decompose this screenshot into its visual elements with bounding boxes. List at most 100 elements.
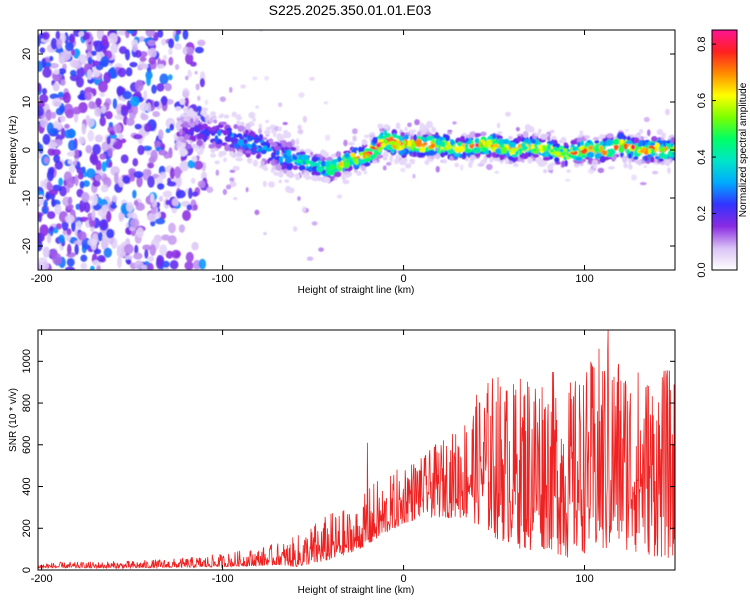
heatmap-cell	[469, 154, 477, 161]
heatmap-cell	[66, 257, 75, 267]
heatmap-cell	[233, 196, 238, 201]
heatmap-cell	[665, 108, 670, 116]
heatmap-cell	[278, 171, 284, 178]
heatmap-cell	[542, 156, 550, 161]
heatmap-cell	[194, 118, 199, 126]
heatmap-cell	[594, 152, 601, 160]
heatmap-cell	[133, 252, 143, 260]
heatmap-cell	[280, 139, 287, 144]
heatmap-cell	[130, 96, 140, 107]
heatmap-cell	[584, 142, 590, 147]
colorbar-tick-label: 0.4	[696, 149, 708, 164]
heatmap-cell	[96, 265, 101, 270]
heatmap-cell	[64, 214, 75, 224]
heatmap-cell	[301, 205, 307, 213]
heatmap-cell	[93, 203, 102, 211]
heatmap-cell	[81, 191, 90, 203]
heatmap-cell	[136, 227, 144, 238]
heatmap-cell	[174, 63, 180, 71]
heatmap-cell	[94, 107, 102, 117]
heatmap-cell	[577, 141, 581, 148]
heatmap-cell	[506, 152, 511, 158]
heatmap-cell	[51, 148, 61, 156]
heatmap-cell	[544, 150, 549, 158]
heatmap-cell	[350, 152, 356, 158]
heatmap-cell	[584, 135, 590, 140]
heatmap-cell	[395, 154, 401, 160]
snr-x-axis-label: Height of straight line (km)	[298, 585, 415, 596]
heatmap-cell	[364, 161, 371, 167]
heatmap-cell	[204, 99, 209, 105]
heatmap-cell	[255, 105, 260, 109]
heatmap-cell	[304, 148, 312, 154]
heatmap-cell	[43, 156, 50, 164]
heatmap-cell	[337, 156, 342, 163]
heatmap-cell	[464, 144, 469, 149]
heatmap-cell	[102, 176, 109, 183]
heatmap-cell	[599, 145, 604, 153]
heatmap-cell	[57, 91, 64, 98]
heatmap-cell	[412, 142, 416, 147]
heatmap-cell	[77, 172, 84, 180]
y-tick-label: 400	[21, 477, 33, 495]
y-tick-label: 0	[21, 147, 33, 153]
heatmap-cell	[133, 171, 144, 179]
heatmap-cell	[424, 160, 429, 165]
heatmap-cell	[82, 180, 90, 187]
heatmap-cell	[106, 135, 111, 145]
heatmap-cell	[157, 30, 164, 38]
heatmap-cell	[191, 241, 199, 251]
heatmap-cell	[385, 144, 392, 150]
heatmap-cell	[151, 207, 157, 215]
heatmap-cell	[86, 44, 93, 53]
x-tick-label: -200	[31, 573, 53, 585]
heatmap-cell	[273, 171, 280, 176]
heatmap-cell	[263, 231, 267, 236]
heatmap-cell	[243, 133, 248, 138]
heatmap-cell	[281, 164, 287, 170]
heatmap-cell	[503, 143, 510, 149]
heatmap-cell	[125, 67, 133, 77]
heatmap-cell	[302, 115, 308, 123]
heatmap-cell	[229, 151, 235, 157]
heatmap-cell	[133, 134, 143, 140]
heatmap-cell	[534, 132, 541, 137]
heatmap-cell	[50, 142, 58, 148]
y-tick-label: 10	[21, 96, 33, 108]
heatmap-cell	[588, 145, 593, 150]
heatmap-cell	[285, 141, 293, 148]
heatmap-cell	[41, 31, 50, 40]
heatmap-cell	[244, 129, 249, 135]
heatmap-cell	[331, 159, 339, 163]
heatmap-cell	[624, 128, 629, 132]
heatmap-cell	[652, 170, 659, 175]
heatmap-cell	[574, 163, 579, 167]
heatmap-cell	[78, 30, 85, 37]
heatmap-cell	[252, 117, 256, 122]
heatmap-cell	[491, 151, 497, 158]
heatmap-cell	[512, 163, 519, 168]
heatmap-cell	[323, 176, 331, 183]
heatmap-cell	[182, 30, 189, 40]
heatmap-cell	[187, 160, 196, 169]
heatmap-cell	[413, 134, 418, 142]
heatmap-cell	[148, 47, 157, 58]
heatmap-cell	[129, 61, 138, 68]
heatmap-cell	[536, 157, 542, 165]
heatmap-cell	[640, 136, 644, 141]
heatmap-cell	[388, 140, 396, 146]
heatmap-cell	[160, 143, 166, 150]
heatmap-x-ticks: -200 -100 0 100	[31, 30, 594, 285]
heatmap-cell	[72, 160, 77, 166]
heatmap-cell	[647, 148, 652, 155]
heatmap-cell	[191, 110, 195, 117]
heatmap-cell	[165, 128, 171, 134]
heatmap-cell	[160, 95, 168, 106]
heatmap-cell	[446, 131, 452, 136]
heatmap-cell	[117, 67, 127, 78]
heatmap-cell	[232, 165, 240, 171]
heatmap-cell	[606, 133, 614, 139]
heatmap-cell	[64, 123, 70, 129]
heatmap-cell	[341, 175, 346, 182]
heatmap-cell	[245, 187, 249, 193]
